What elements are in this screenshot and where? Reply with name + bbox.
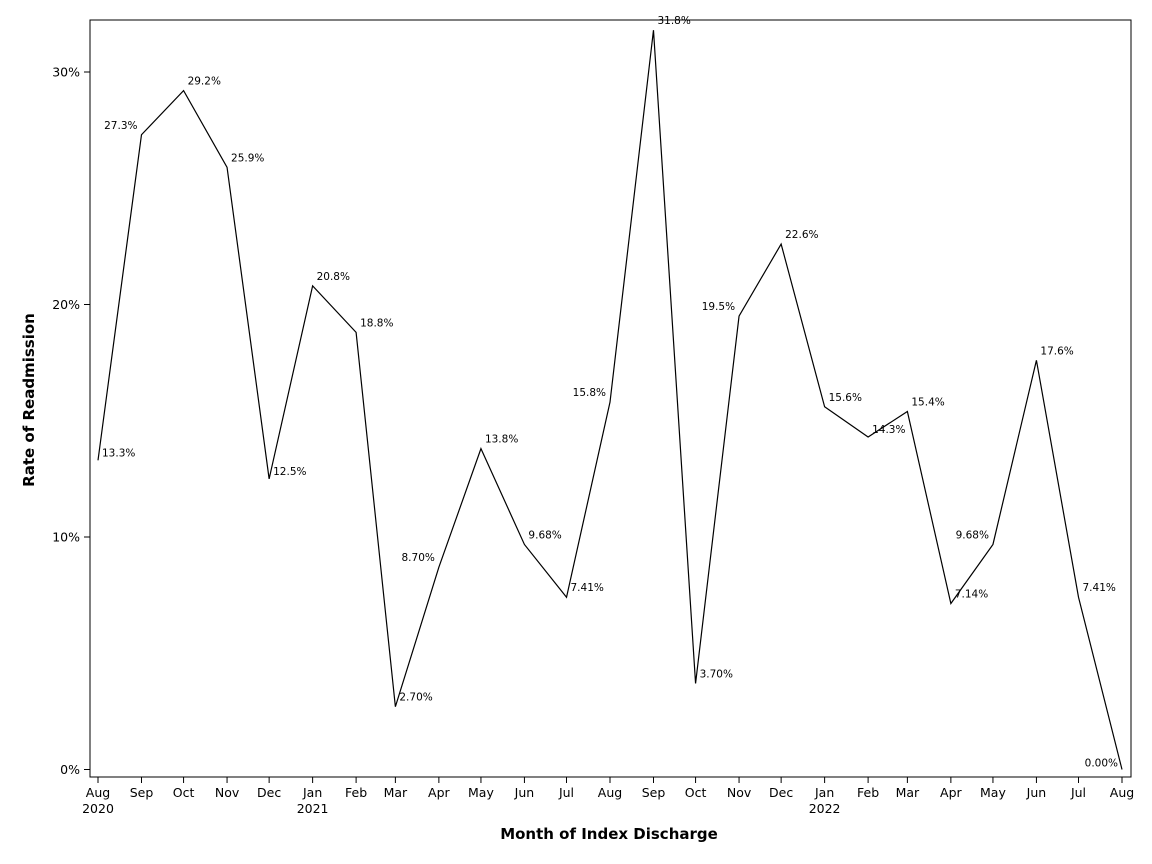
x-tick-label: Sep (130, 785, 154, 800)
data-label: 14.3% (872, 424, 905, 436)
data-label: 15.4% (911, 396, 944, 408)
x-tick-label: Jun (1026, 785, 1047, 800)
x-tick-label: May (468, 785, 494, 800)
data-label: 29.2% (188, 76, 221, 88)
x-tick-label: Jan (814, 785, 834, 800)
data-label: 20.8% (317, 271, 350, 283)
x-axis-title: Month of Index Discharge (500, 825, 718, 843)
x-tick-label: Mar (896, 785, 920, 800)
y-tick-label: 10% (52, 530, 80, 545)
x-tick-label: Aug (598, 785, 622, 800)
x-tick-year-label: 2022 (809, 801, 841, 816)
data-label: 15.8% (573, 387, 606, 399)
data-label: 27.3% (104, 120, 137, 132)
data-label: 25.9% (231, 152, 264, 164)
data-label: 31.8% (657, 15, 690, 27)
data-label: 12.5% (273, 466, 306, 478)
data-label: 9.68% (528, 529, 561, 541)
x-tick-label: Feb (857, 785, 879, 800)
data-label: 3.70% (700, 668, 733, 680)
x-tick-label: Apr (940, 785, 962, 800)
x-tick-label: Dec (769, 785, 793, 800)
x-tick-label: Dec (257, 785, 281, 800)
x-tick-label: Jul (1070, 785, 1086, 800)
data-label: 8.70% (402, 552, 435, 564)
y-axis: 0% 10% 20% 30% (52, 65, 90, 777)
x-tick-label: Aug (1110, 785, 1134, 800)
data-label: 7.41% (571, 582, 604, 594)
data-label: 0.00% (1085, 758, 1118, 770)
data-label: 9.68% (956, 529, 989, 541)
x-tick-year-label: 2021 (297, 801, 329, 816)
x-tick-label: Mar (384, 785, 408, 800)
x-tick-label: Jan (302, 785, 322, 800)
y-axis-title: Rate of Readmission (20, 313, 38, 487)
x-tick-label: Feb (345, 785, 367, 800)
data-label: 7.14% (955, 588, 988, 600)
x-tick-year-label: 2020 (82, 801, 114, 816)
x-tick-label: Oct (173, 785, 195, 800)
data-label: 17.6% (1040, 345, 1073, 357)
data-label: 18.8% (360, 317, 393, 329)
data-label: 13.8% (485, 434, 518, 446)
data-label: 22.6% (785, 229, 818, 241)
data-label: 13.3% (102, 447, 135, 459)
x-tick-label: Sep (642, 785, 666, 800)
x-tick-label: Jun (514, 785, 535, 800)
x-tick-label: Oct (685, 785, 707, 800)
data-label: 2.70% (399, 692, 432, 704)
x-tick-label: May (980, 785, 1006, 800)
data-label-layer: 13.3% 27.3% 29.2% 25.9% 12.5% 20.8% 18.8% 2.70%… (102, 15, 1118, 769)
data-label: 15.6% (829, 392, 862, 404)
x-tick-label: Apr (428, 785, 450, 800)
x-tick-label: Aug (86, 785, 110, 800)
x-tick-label: Nov (215, 785, 240, 800)
series-line (97, 30, 1123, 770)
y-tick-label: 0% (60, 762, 80, 777)
y-tick-label: 30% (52, 65, 80, 80)
data-label: 19.5% (702, 301, 735, 313)
x-tick-label: Nov (727, 785, 752, 800)
data-label: 7.41% (1083, 582, 1116, 594)
x-tick-label: Jul (558, 785, 574, 800)
y-tick-label: 20% (52, 297, 80, 312)
series-layer (97, 30, 1123, 770)
